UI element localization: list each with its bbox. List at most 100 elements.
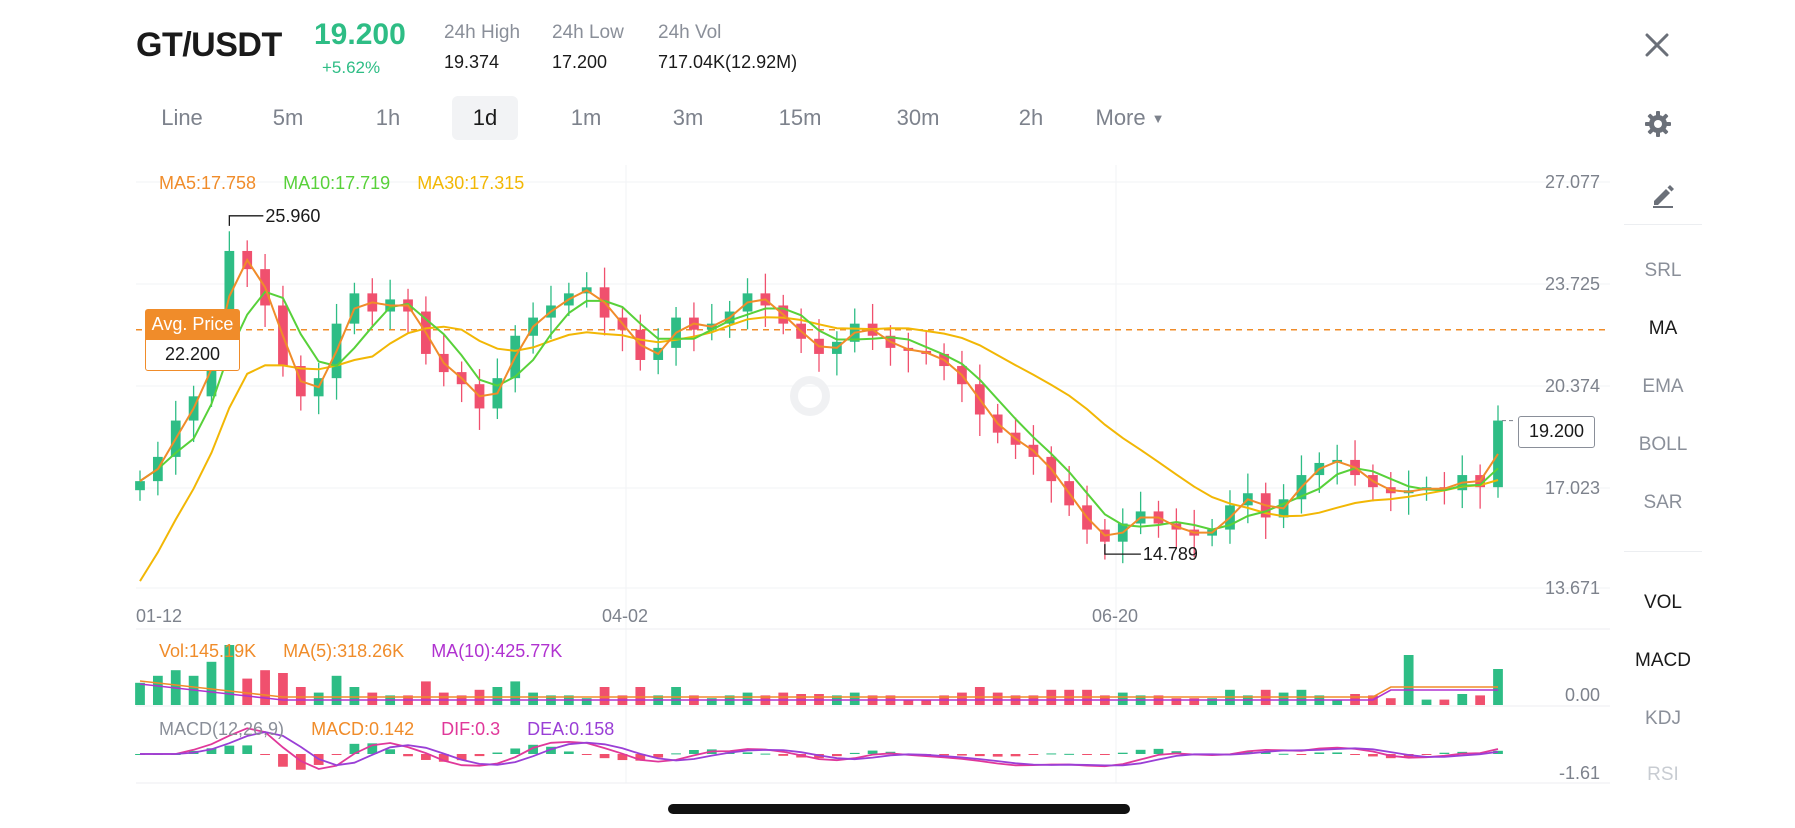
macd-histogram-bar: [1046, 753, 1057, 755]
macd-histogram-bar: [421, 754, 431, 760]
macd-histogram-bar: [1439, 752, 1450, 754]
chart-labels: 27.077 23.725 20.374 17.023 13.671 01-12 04-02…: [136, 172, 1600, 783]
draw-tool-button[interactable]: [1618, 180, 1708, 214]
y-tick-label: 23.725: [1545, 274, 1600, 294]
macd-histogram-bar: [563, 751, 574, 754]
tab-line[interactable]: Line: [161, 105, 203, 130]
macd-histogram-bar: [1135, 749, 1146, 754]
macd-histogram-bar: [349, 743, 360, 754]
macd-histogram-bar: [581, 754, 592, 755]
volume-bar: [313, 692, 324, 705]
volume-bar: [260, 670, 270, 705]
high-marker-line: [228, 215, 264, 226]
volume-bar: [278, 673, 288, 705]
tab-1d[interactable]: 1d: [452, 96, 518, 140]
macd-histogram-bar: [510, 748, 521, 754]
indicator-vol[interactable]: VOL: [1643, 592, 1683, 613]
volume-bar: [367, 692, 378, 705]
stat-24h-low: 24h Low 17.200: [552, 22, 624, 73]
indicator-srl[interactable]: SRL: [1644, 260, 1682, 281]
x-tick-label: 06-20: [1092, 606, 1138, 626]
macd-histogram-bar: [831, 754, 842, 757]
ma10-line: [139, 290, 1499, 531]
indicator-kdj[interactable]: KDJ: [1645, 708, 1681, 729]
macd-histogram-bar: [1010, 754, 1021, 757]
macd-histogram-bar: [992, 754, 1003, 757]
indicator-ema[interactable]: EMA: [1642, 376, 1684, 397]
candles: [135, 231, 1503, 564]
macd-histogram-bar: [1332, 752, 1343, 754]
macd-histogram-bar: [1100, 754, 1110, 755]
volume-bar: [242, 678, 253, 705]
macd-histogram-bar: [1421, 754, 1432, 755]
settings-button[interactable]: [1644, 110, 1672, 138]
volume-bar: [1332, 699, 1343, 705]
macd-histogram-bar: [367, 743, 378, 754]
home-indicator: [668, 804, 1130, 814]
stat-label: 24h Vol: [658, 22, 722, 43]
tab-1h[interactable]: 1h: [375, 105, 401, 130]
indicator-rsi[interactable]: RSI: [1647, 764, 1679, 782]
trading-pair[interactable]: GT/USDT: [136, 26, 282, 64]
tab-15m[interactable]: 15m: [778, 105, 822, 130]
tab-1m[interactable]: 1m: [570, 105, 602, 130]
watermark-logo: [790, 376, 830, 416]
dif-legend: DIF:0.3: [441, 719, 501, 739]
tab-30m[interactable]: 30m: [896, 105, 940, 130]
high-marker-label: 25.960: [265, 206, 320, 226]
close-button[interactable]: [1640, 28, 1674, 62]
low-marker-line: [1104, 544, 1141, 555]
volume-bar: [706, 698, 717, 705]
macd-histogram-bar: [260, 754, 270, 755]
dif-line: [140, 727, 1499, 770]
macd-histogram-bar: [438, 754, 449, 762]
indicator-ma[interactable]: MA: [1648, 318, 1678, 339]
candlestick-chart[interactable]: 27.077 23.725 20.374 17.023 13.671 01-12 04-02…: [0, 160, 1618, 800]
macd-histogram-bar: [689, 750, 699, 754]
macd-histogram-bar: [1350, 754, 1360, 755]
macd-histogram-bar: [599, 754, 610, 759]
y-tick-label: 20.374: [1545, 376, 1600, 396]
vol-ma10-line: [139, 683, 1498, 701]
volume-bar: [421, 681, 431, 705]
macd-histogram-bar: [778, 754, 789, 756]
candle-body: [1493, 420, 1503, 488]
macd-histogram-bar: [849, 752, 860, 754]
volume-bar: [1385, 698, 1396, 705]
volume-bar: [849, 692, 860, 705]
volume-bar: [1207, 698, 1217, 705]
watermark-logo-mark: [790, 376, 830, 416]
sidebar-divider: [1624, 224, 1702, 225]
volume-bar: [581, 698, 592, 705]
volume-bar: [1171, 698, 1182, 705]
tab-3m[interactable]: 3m: [672, 105, 704, 130]
macd-histogram-bar: [653, 754, 664, 758]
dea-legend: DEA:0.158: [527, 719, 615, 739]
macd-histogram-bar: [456, 754, 467, 761]
ma5-line: [139, 257, 1499, 537]
volume-bar: [974, 687, 985, 705]
macd-histogram-bar: [974, 754, 985, 757]
indicator-boll[interactable]: BOLL: [1638, 434, 1688, 455]
macd-histogram-bar: [528, 744, 538, 754]
macd-histogram-bar: [867, 750, 878, 754]
indicator-sar[interactable]: SAR: [1643, 492, 1683, 513]
indicator-macd[interactable]: MACD: [1635, 650, 1691, 671]
ma5-legend: MA5:17.758: [159, 173, 257, 193]
volume-bar: [349, 687, 360, 705]
tab-5m[interactable]: 5m: [272, 105, 304, 130]
y-tick-label: 27.077: [1545, 172, 1600, 192]
volume-bar: [1278, 692, 1289, 705]
stat-value: 717.04K(12.92M): [658, 52, 798, 72]
last-price: 19.200: [314, 18, 406, 51]
volume-bar: [992, 692, 1003, 705]
macd-histogram-bar: [474, 754, 485, 757]
tab-2h[interactable]: 2h: [1018, 105, 1044, 130]
macd-histogram-bar: [1296, 754, 1307, 755]
volume-bar: [599, 687, 610, 705]
macd-histogram-bar: [671, 753, 681, 755]
volume-bar: [135, 682, 145, 705]
sidebar-divider: [1624, 551, 1702, 552]
current-price-tag: 19.200: [1518, 416, 1595, 448]
tab-more[interactable]: More ▼: [1085, 96, 1175, 140]
